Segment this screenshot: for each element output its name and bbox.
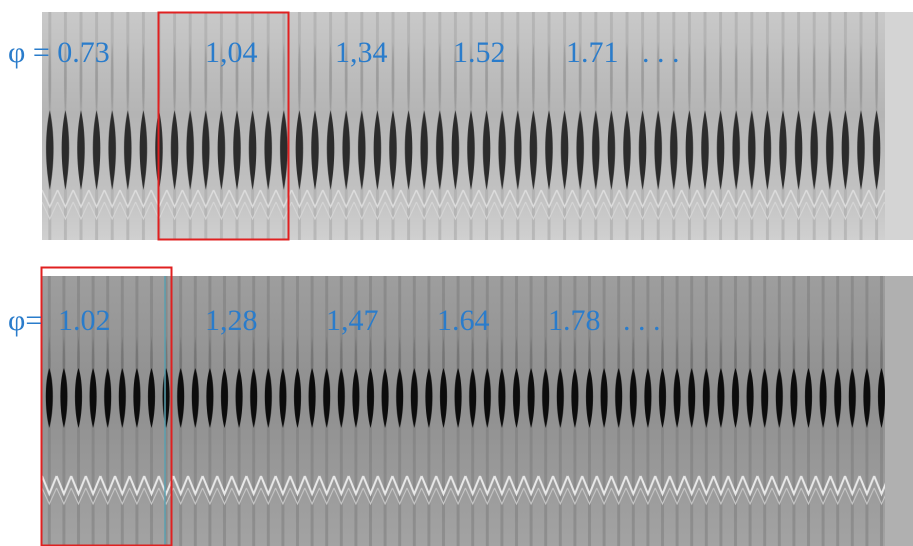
top-panel: φ = 0.73 1,04 1,34 1.52 1.71 . . .	[8, 11, 913, 241]
phi-value: 1,34	[335, 36, 388, 69]
ellipsis: . . .	[642, 36, 680, 69]
strip-end	[885, 276, 913, 546]
ellipsis: . . .	[623, 304, 661, 337]
phi-value: 1.78	[548, 304, 601, 337]
phi-value: 1.71	[566, 36, 619, 69]
phi-value: 1,47	[326, 304, 379, 337]
highlight-box	[157, 11, 290, 241]
strip-end	[885, 12, 913, 240]
strip-pattern	[42, 276, 885, 546]
phi-value: 1,04	[205, 36, 258, 69]
phi-value: 1,28	[205, 304, 258, 337]
strip-pattern	[42, 12, 885, 240]
phi-value: 1.52	[453, 36, 506, 69]
phi-label: φ = 0.73	[8, 36, 110, 69]
bottom-panel: φ= 1.02 1,28 1,47 1.64 1.78 . . .	[8, 266, 913, 546]
phi-value: 1.64	[437, 304, 490, 337]
phi-value: 1.02	[58, 304, 111, 337]
phi-label: φ=	[8, 304, 42, 337]
